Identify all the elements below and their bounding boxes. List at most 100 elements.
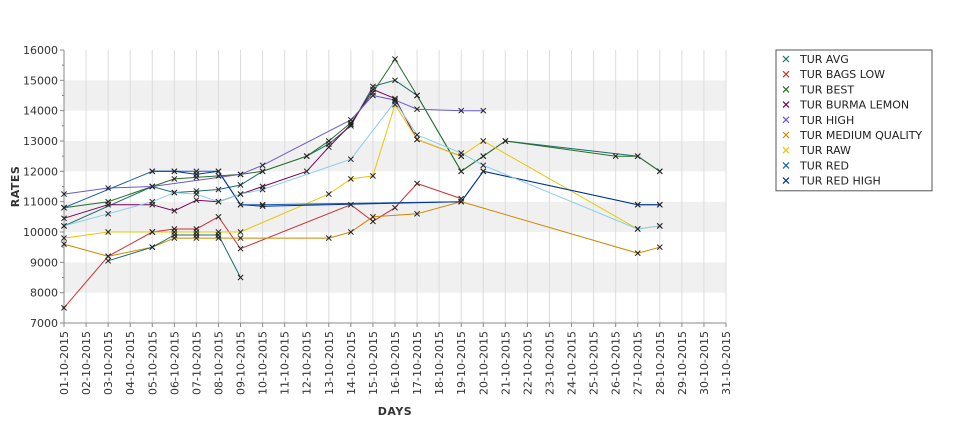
y-tick-label: 8000	[30, 287, 58, 300]
legend-marker-icon	[782, 85, 790, 93]
data-point-marker	[480, 162, 487, 169]
data-point-marker	[259, 162, 266, 169]
series-line	[107, 234, 241, 278]
data-point-marker	[237, 191, 244, 198]
legend-entry-label: TUR RAW	[799, 144, 851, 157]
x-tick-label: 19-10-2015	[455, 331, 468, 395]
x-tick-label: 07-10-2015	[190, 331, 203, 395]
x-tick-label: 15-10-2015	[367, 331, 380, 395]
y-tick-label: 13000	[23, 135, 58, 148]
y-axis-title: RATES	[9, 166, 22, 208]
x-tick-label: 21-10-2015	[499, 331, 512, 395]
x-tick-label: 17-10-2015	[411, 331, 424, 395]
data-point-marker	[259, 201, 266, 208]
data-point-marker	[259, 168, 266, 175]
x-tick-label: 31-10-2015	[720, 331, 733, 395]
data-point-marker	[458, 107, 465, 114]
legend-entry-label: TUR HIGH	[799, 114, 854, 127]
data-point-marker	[392, 77, 398, 84]
data-point-marker	[193, 171, 200, 178]
legend-entry-label: TUR BURMA LEMON	[799, 99, 909, 112]
chart-legend: TUR AVG TUR BAGS LOW TUR BEST TUR BURMA LEM…	[775, 49, 933, 192]
y-tick-labels: 7000 8000 9000 10000 11000 12000 13000 14000 150…	[23, 44, 58, 330]
series-markers	[61, 56, 663, 311]
data-point-marker	[259, 203, 266, 210]
data-point-marker	[303, 153, 310, 160]
legend-marker-icon	[782, 116, 790, 124]
series-line	[63, 58, 661, 209]
data-point-marker	[656, 244, 663, 251]
series-line	[152, 170, 660, 207]
series-line	[63, 103, 660, 239]
series-line	[63, 182, 462, 309]
x-tick-label: 02-10-2015	[80, 331, 93, 395]
x-tick-label: 13-10-2015	[323, 331, 336, 395]
data-point-marker	[237, 171, 244, 178]
x-tick-label: 10-10-2015	[257, 331, 270, 395]
x-tick-label: 23-10-2015	[543, 331, 556, 395]
x-tick-label: 28-10-2015	[654, 331, 667, 395]
data-point-marker	[105, 253, 112, 260]
data-point-marker	[480, 153, 487, 160]
data-point-marker	[237, 201, 244, 208]
data-point-marker	[149, 244, 156, 251]
data-point-marker	[414, 180, 421, 187]
data-point-marker	[193, 197, 200, 204]
data-point-marker	[149, 198, 156, 205]
data-point-marker	[392, 56, 398, 63]
data-point-marker	[347, 156, 354, 163]
data-point-marker	[215, 168, 222, 175]
data-point-marker	[171, 168, 178, 175]
x-tick-label: 09-10-2015	[235, 331, 248, 395]
x-tick-label: 24-10-2015	[566, 331, 579, 395]
data-point-marker	[61, 241, 67, 248]
data-point-marker	[634, 201, 641, 208]
data-point-marker	[61, 304, 67, 311]
data-point-marker	[414, 92, 421, 99]
data-point-marker	[61, 204, 67, 211]
data-point-marker	[215, 213, 222, 220]
data-point-marker	[259, 186, 266, 193]
x-tick-label: 16-10-2015	[389, 331, 402, 395]
x-tick-label: 20-10-2015	[477, 331, 490, 395]
data-point-marker	[325, 144, 332, 151]
data-point-marker	[325, 138, 332, 144]
data-point-marker	[193, 191, 200, 198]
data-point-marker	[347, 201, 354, 208]
data-point-marker	[458, 198, 465, 205]
x-tick-label: 30-10-2015	[698, 331, 711, 395]
x-tick-label: 18-10-2015	[433, 331, 446, 395]
data-point-marker	[215, 172, 222, 179]
data-point-marker	[149, 229, 156, 235]
data-point-marker	[237, 245, 244, 252]
data-point-marker	[458, 168, 465, 175]
legend-entry-label: TUR BEST	[799, 83, 854, 96]
x-tick-label: 05-10-2015	[146, 331, 159, 395]
data-point-marker	[392, 97, 398, 104]
legend-marker-icon	[782, 131, 790, 139]
legend-marker-icon	[782, 177, 790, 185]
data-point-marker	[369, 213, 376, 220]
x-tick-label: 08-10-2015	[212, 331, 225, 395]
data-point-marker	[634, 250, 641, 257]
x-tick-label: 01-10-2015	[58, 331, 71, 395]
data-point-marker	[612, 153, 619, 160]
data-point-marker	[237, 274, 244, 281]
data-point-marker	[656, 222, 663, 229]
x-tick-label: 27-10-2015	[632, 331, 645, 395]
data-point-marker	[369, 172, 376, 179]
x-tick-label: 29-10-2015	[676, 331, 689, 395]
data-point-marker	[347, 229, 354, 235]
data-point-marker	[656, 201, 663, 208]
y-tick-label: 7000	[30, 317, 58, 330]
legend-marker-icon	[782, 70, 790, 78]
y-tick-label: 15000	[23, 74, 58, 87]
data-point-marker	[215, 198, 222, 205]
data-point-marker	[105, 257, 112, 264]
data-point-marker	[237, 229, 244, 235]
data-point-marker	[347, 121, 354, 128]
legend-marker-icon	[782, 146, 790, 154]
legend-marker-icon	[782, 161, 790, 169]
data-point-marker	[105, 210, 112, 217]
